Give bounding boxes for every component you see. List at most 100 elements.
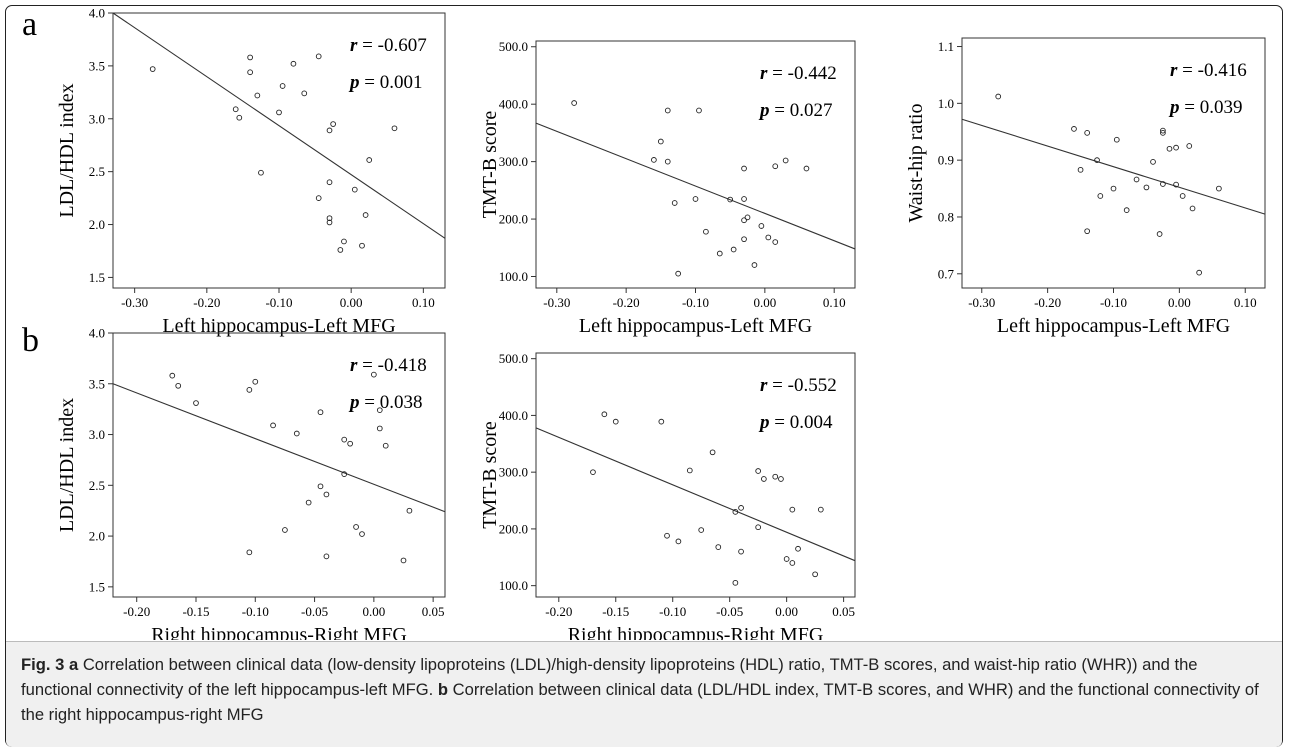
chart1-data-point [247,69,253,76]
chart2-data-point [716,250,723,257]
chart5-data-point [675,538,682,545]
chart3-data-point [1160,127,1166,134]
chart1-data-point [301,90,308,97]
chart3-x-tick-label: -0.10 [1100,295,1127,310]
caption-panel-b-text: Correlation between clinical data (LDL/H… [21,680,1259,724]
chart1-data-point [232,106,239,113]
chart5-data-point [738,505,744,511]
chart1-x-tick-label: 0.10 [412,295,435,310]
chart5-x-tick-label: -0.05 [716,604,743,619]
chart2-x-tick-label: 0.00 [753,295,776,310]
chart5-x-tick-label: 0.05 [832,604,855,619]
chart5-data-point [778,476,784,482]
chart4-data-point [371,371,377,378]
chart4-data-point [175,382,182,389]
chart5-y-tick-label: 500.0 [499,351,528,366]
chart3-x-tick-label: -0.20 [1034,295,1061,310]
chart5-data-point [789,560,796,566]
chart1-data-point [315,195,322,201]
chart1-data-point [391,125,398,132]
chart3-data-point [1196,269,1202,276]
chart4-data-point [246,387,253,393]
chart2-data-point [744,214,751,221]
chart4-y-axis-label: LDL/HDL index [56,398,78,532]
chart1-y-axis-label: LDL/HDL index [56,83,78,217]
chart1-data-point [362,212,369,218]
chart5-data-point [812,571,818,578]
chart2-r-annotation: r = -0.442 [760,63,837,84]
figure-caption: Fig. 3 a Correlation between clinical da… [21,652,1271,727]
chart1-y-tick-label: 3.5 [89,58,105,73]
chart3-data-point [1189,205,1196,212]
chart3-data-point [1156,231,1163,237]
chart4-data-point [376,425,383,432]
chart5-data-point [715,544,722,550]
chart4-data-point [347,440,353,447]
chart5-data-point [698,527,705,533]
chart3-y-tick-label: 0.7 [938,266,955,281]
chart4-y-tick-label: 3.0 [89,427,105,442]
chart2-data-point [741,196,747,202]
chart3-data-point [1166,145,1173,152]
chart5-plot-frame [535,352,856,598]
chart1-x-tick-label: -0.20 [193,295,220,310]
chart2-y-tick-label: 400.0 [499,97,528,112]
chart3-x-axis-label: Left hippocampus-Left MFG [997,315,1230,337]
chart1-data-point [279,83,286,89]
chart4-data-point [406,507,413,514]
caption-panel-a-label: a [68,655,79,674]
chart3-data-point [1160,181,1166,187]
chart3-data-point [1123,207,1130,214]
chart3-data-point [1216,185,1222,192]
chart4-p-annotation: p = 0.038 [348,392,422,413]
chart4-data-point [341,471,348,477]
chart2-data-point [571,100,577,106]
chart5-y-tick-label: 100.0 [499,578,528,593]
chart3-r-annotation: r = -0.416 [1170,60,1247,81]
panel-letter-a: a [22,6,38,43]
chart2-y-tick-label: 500.0 [499,39,528,54]
chart2-y-tick-label: 100.0 [499,269,528,284]
chart4-data-point [193,400,199,406]
chart5-y-tick-label: 400.0 [499,408,528,423]
chart3-p-annotation: p = 0.039 [1168,97,1242,118]
chart4-y-tick-label: 2.0 [89,529,105,544]
chart4-x-tick-label: -0.10 [242,604,269,619]
chart5-x-tick-label: -0.10 [659,604,686,619]
chart4-x-tick-label: 0.00 [362,604,385,619]
chart5-x-axis-label: Right hippocampus-Right MFG [568,624,824,640]
chart3-x-tick-label: -0.30 [968,295,995,310]
chart4-data-point [305,499,312,506]
chart1-data-point [247,54,253,61]
chart1-data-point [359,242,365,249]
chart1-x-tick-label: -0.10 [265,295,292,310]
chart4-data-point [282,527,288,533]
chart3-data-point [1143,184,1150,191]
chart5-data-point [601,411,608,418]
chart1-data-point [276,109,282,116]
chart3-x-tick-label: 0.00 [1168,295,1191,310]
charts-canvas: -0.30 -0.20 -0.10 0.00 0.10 1.5 2.0 2.5 3.0 3.5 4.… [56,6,1266,640]
chart4-y-tick-label: 2.5 [89,478,105,493]
chart3-fit-line [961,118,1266,215]
chart2-data-point [675,270,682,277]
chart5-r-annotation: r = -0.552 [760,375,837,396]
chart3-data-point [1071,126,1077,132]
chart3-data-point [1094,157,1100,164]
chart5-p-annotation: p = 0.004 [758,412,833,433]
chart1-x-axis-label: Left hippocampus-Left MFG [162,315,395,337]
chart5-data-point [738,548,744,555]
chart1-y-tick-label: 2.5 [89,164,105,179]
chart5-data-point [732,579,739,586]
chart5-data-point [761,476,767,482]
chart4-data-point [293,430,300,437]
chart5-data-point [795,545,801,552]
chart4-data-point [400,557,407,564]
chart1-data-point [337,247,344,253]
chart4-data-point [246,549,253,556]
chart1-data-point [236,114,243,121]
chart2-x-tick-label: -0.10 [682,295,709,310]
chart3-y-axis-label: Waist-hip ratio [905,104,927,223]
chart2-x-tick-label: 0.10 [823,295,846,310]
chart1-data-point [326,215,333,222]
